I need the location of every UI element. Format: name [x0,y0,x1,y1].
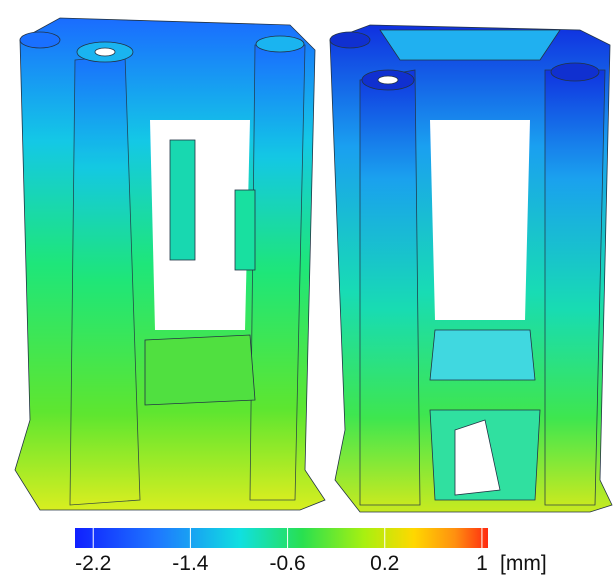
unit-label: [mm] [500,552,547,575]
colorbar-tick-label: -0.6 [269,552,305,575]
colorbar [75,528,488,548]
left-model [15,18,325,510]
right-model [330,25,612,512]
colorbar-tick-label: 1 [476,552,488,575]
colorbar-tick-label: 0.2 [370,552,399,575]
colorbar-tick-label: -2.2 [75,552,111,575]
figure: [mm] -2.2 -1.4 -0.6 0.2 1 [0,0,614,581]
colorbar-tick-label: -1.4 [172,552,209,575]
